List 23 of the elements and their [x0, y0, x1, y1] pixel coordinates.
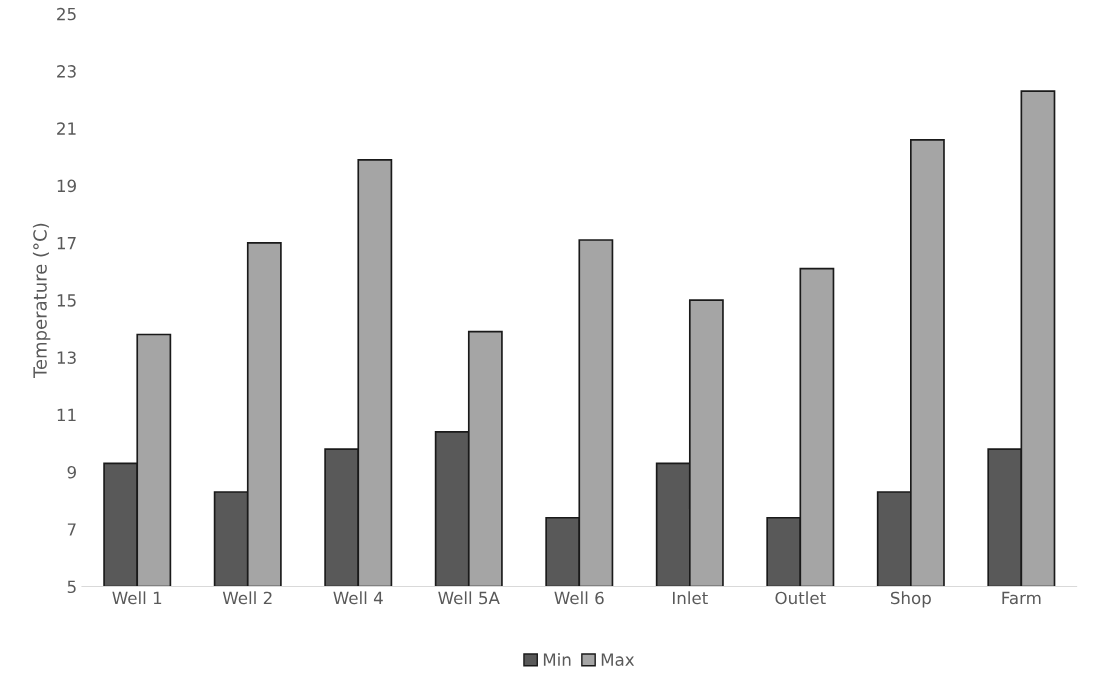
legend-label: Max	[601, 653, 635, 666]
x-tick-label: Well 6	[554, 591, 604, 605]
y-tick-label: 15	[57, 294, 76, 307]
y-tick-label: 21	[57, 122, 76, 135]
y-axis-title: Temperature (°C)	[32, 223, 51, 379]
y-tick-label: 7	[67, 523, 76, 536]
y-tick-label: 5	[67, 580, 76, 594]
x-tick-label: Well 1	[112, 591, 162, 605]
x-tick-label: Well 2	[222, 591, 272, 605]
y-tick-label: 13	[57, 351, 76, 364]
x-tick-label: Shop	[890, 591, 931, 608]
legend-label: Min	[543, 653, 571, 666]
x-tick-label: Outlet	[775, 591, 826, 605]
x-tick-label: Inlet	[672, 591, 708, 605]
y-tick-label: 11	[57, 408, 76, 422]
y-tick-label: 25	[57, 7, 76, 21]
y-tick-label: 17	[57, 237, 76, 250]
x-tick-label: Farm	[1002, 591, 1041, 605]
x-tick-label: Well 5A	[438, 591, 500, 605]
y-tick-label: 19	[57, 179, 76, 193]
x-tick-label: Well 4	[333, 591, 383, 605]
y-tick-label: 9	[67, 465, 76, 479]
y-tick-label: 23	[57, 65, 76, 78]
